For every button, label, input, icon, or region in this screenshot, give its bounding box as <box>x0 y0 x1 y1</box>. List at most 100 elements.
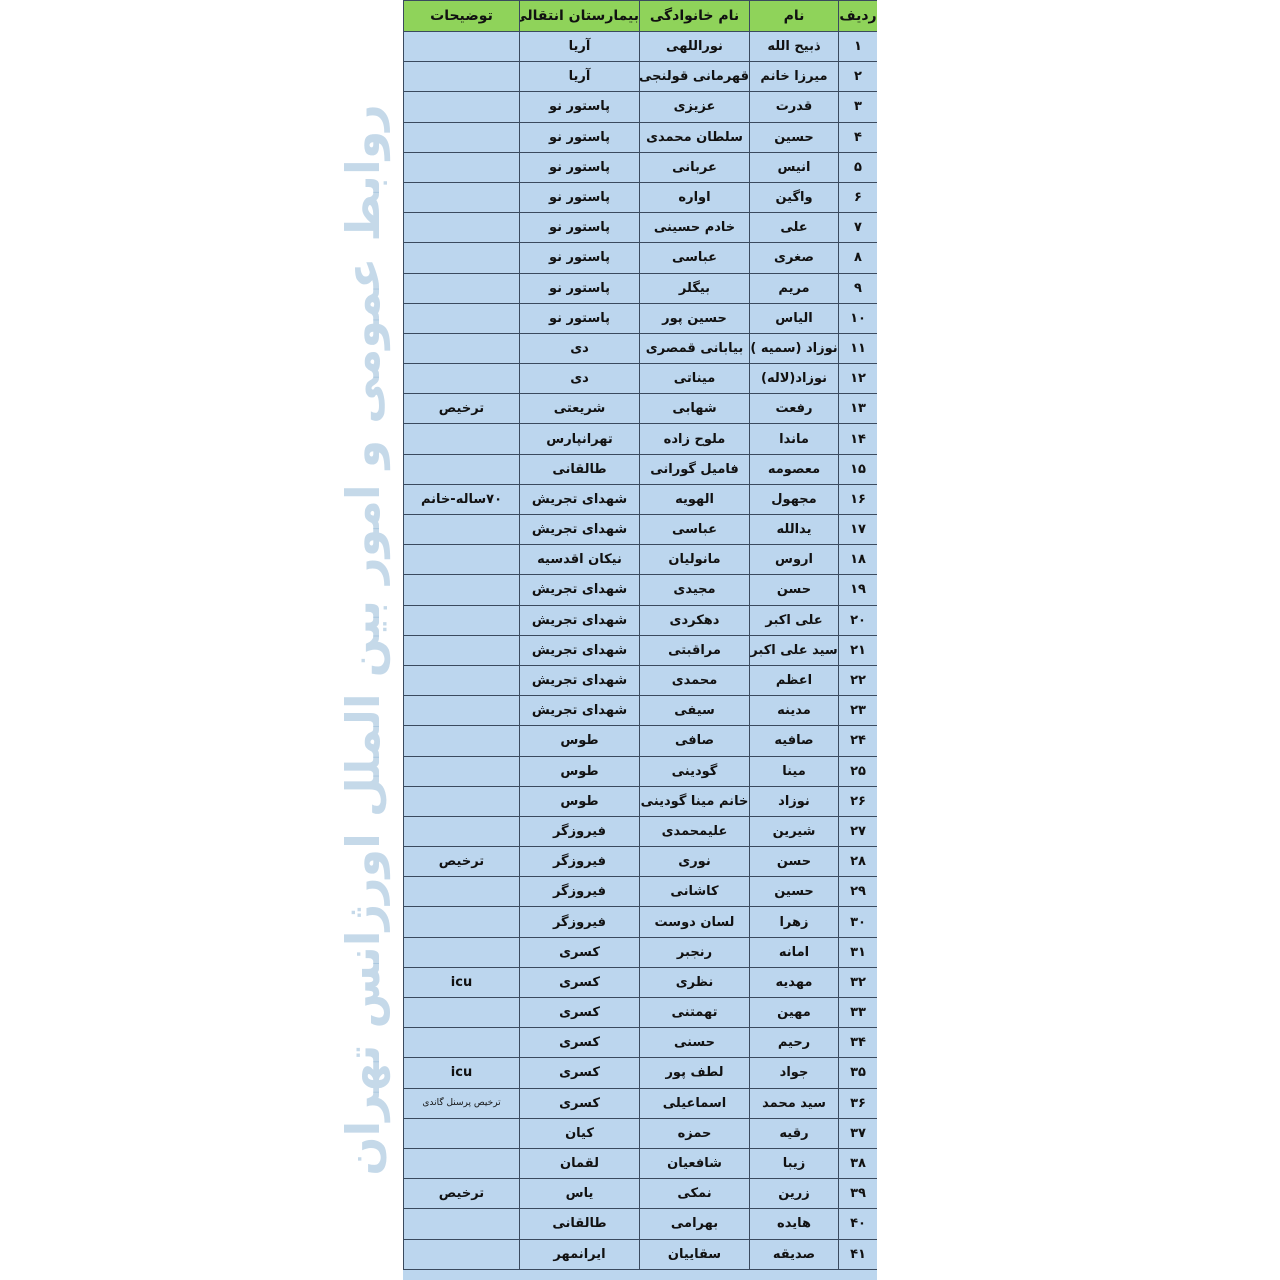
cell-notes <box>403 61 520 93</box>
cell-hospital: ایرانمهر <box>519 1238 640 1270</box>
cell-last-name: خادم حسینی <box>639 212 750 244</box>
cell-last-name: مجیدی <box>639 574 750 606</box>
cell-row-number: ۱۴ <box>838 423 877 455</box>
table-row: ۳۱ امانه رنجبر کسری <box>403 936 877 968</box>
cell-notes <box>403 574 520 606</box>
cell-hospital: طالقانی <box>519 1208 640 1240</box>
cell-notes <box>403 1208 520 1240</box>
cell-last-name: عباسی <box>639 513 750 546</box>
header-last-name: نام خانوادگی <box>639 0 750 32</box>
cell-first-name: علی اکبر <box>749 604 839 636</box>
cell-last-name: اواره <box>639 181 750 214</box>
cell-hospital: شریعتی <box>519 393 640 425</box>
cell-first-name: حسن <box>749 574 839 606</box>
cell-first-name: سید علی اکبر <box>749 634 839 666</box>
cell-row-number: ۲۰ <box>838 604 877 636</box>
cell-first-name: علی <box>749 212 839 244</box>
cell-notes <box>403 725 520 757</box>
watermark-text: روابط عمومی و امور بین الملل اورژانس تهر… <box>336 104 390 1176</box>
header-first-name: نام <box>749 0 839 32</box>
cell-first-name: رحیم <box>749 1027 839 1059</box>
cell-last-name: قهرمانی قولنجی <box>639 61 750 93</box>
cell-notes <box>403 513 520 546</box>
cell-row-number: ۳ <box>838 91 877 123</box>
cell-notes <box>403 604 520 636</box>
cell-hospital: شهدای تجریش <box>519 695 640 727</box>
patient-transfer-table-sheet: ردیف نام نام خانوادگی بیمارستان انتقالی … <box>403 0 877 1280</box>
cell-hospital: طوس <box>519 725 640 757</box>
cell-hospital: تهرانپارس <box>519 423 640 455</box>
cell-row-number: ۱۰ <box>838 302 877 334</box>
cell-notes: icu <box>403 1057 520 1089</box>
cell-last-name: سلطان محمدی <box>639 121 750 153</box>
cell-last-name: حسین پور <box>639 302 750 334</box>
cell-hospital: طالقانی <box>519 453 640 485</box>
table-row: ۱۶ مجهول الهویه شهدای تجریش ۷۰ساله-خانم <box>403 483 877 516</box>
patient-transfer-table: ردیف نام نام خانوادگی بیمارستان انتقالی … <box>403 0 877 1270</box>
cell-hospital: کسری <box>519 996 640 1029</box>
cell-last-name: نمکی <box>639 1178 750 1210</box>
cell-hospital: نیکان اقدسیه <box>519 544 640 576</box>
cell-first-name: مجهول <box>749 483 839 516</box>
cell-last-name: علیمحمدی <box>639 815 750 848</box>
header-row-number: ردیف <box>838 0 877 32</box>
cell-notes <box>403 996 520 1029</box>
cell-first-name: انیس <box>749 151 839 183</box>
cell-notes <box>403 212 520 244</box>
table-row: ۲ میرزا خانم قهرمانی قولنجی آریا <box>403 61 877 93</box>
table-row: ۳۹ زرین نمکی یاس ترخیص <box>403 1178 877 1210</box>
table-row: ۴ حسین سلطان محمدی پاستور نو <box>403 121 877 153</box>
table-row: ۱۳ رفعت شهابی شریعتی ترخیص <box>403 393 877 425</box>
cell-first-name: مهین <box>749 996 839 1029</box>
cell-last-name: عربانی <box>639 151 750 183</box>
cell-hospital: پاستور نو <box>519 151 640 183</box>
cell-hospital: طوس <box>519 755 640 787</box>
cell-hospital: پاستور نو <box>519 272 640 304</box>
cell-row-number: ۴۰ <box>838 1208 877 1240</box>
cell-hospital: پاستور نو <box>519 181 640 214</box>
cell-first-name: زهرا <box>749 906 839 938</box>
table-row: ۲۸ حسن نوری فیروزگر ترخیص <box>403 846 877 878</box>
header-notes: توضیحات <box>403 0 520 32</box>
cell-first-name: یدالله <box>749 513 839 546</box>
cell-last-name: نوراللهی <box>639 30 750 63</box>
cell-last-name: نظری <box>639 966 750 999</box>
table-row: ۳۷ رقیه حمزه کیان <box>403 1117 877 1149</box>
cell-first-name: معصومه <box>749 453 839 485</box>
cell-row-number: ۲ <box>838 61 877 93</box>
cell-notes: ترخیص <box>403 846 520 878</box>
cell-first-name: نوزاد <box>749 785 839 817</box>
cell-notes: ۷۰ساله-خانم <box>403 483 520 516</box>
table-row: ۱۰ الیاس حسین پور پاستور نو <box>403 302 877 334</box>
cell-hospital: فیروزگر <box>519 846 640 878</box>
cell-row-number: ۲۷ <box>838 815 877 848</box>
cell-hospital: دی <box>519 363 640 395</box>
cell-notes <box>403 634 520 666</box>
cell-row-number: ۳۴ <box>838 1027 877 1059</box>
cell-hospital: یاس <box>519 1178 640 1210</box>
cell-hospital: کسری <box>519 1057 640 1089</box>
table-row: ۲۲ اعظم محمدی شهدای تجریش <box>403 664 877 697</box>
cell-last-name: سیفی <box>639 695 750 727</box>
cell-notes: icu <box>403 966 520 999</box>
cell-notes <box>403 1027 520 1059</box>
cell-first-name: حسین <box>749 876 839 908</box>
table-row: ۸ صغری عباسی پاستور نو <box>403 242 877 274</box>
cell-notes <box>403 363 520 395</box>
cell-first-name: نوزاد(لاله) <box>749 363 839 395</box>
cell-first-name: مریم <box>749 272 839 304</box>
cell-first-name: صغری <box>749 242 839 274</box>
cell-first-name: الیاس <box>749 302 839 334</box>
cell-notes <box>403 332 520 365</box>
table-row: ۷ علی خادم حسینی پاستور نو <box>403 212 877 244</box>
cell-row-number: ۱۸ <box>838 544 877 576</box>
cell-last-name: حمزه <box>639 1117 750 1149</box>
cell-last-name: دهکردی <box>639 604 750 636</box>
cell-last-name: صافی <box>639 725 750 757</box>
cell-first-name: هایده <box>749 1208 839 1240</box>
table-row: ۱۵ معصومه فامیل گورانی طالقانی <box>403 453 877 485</box>
cell-last-name: عباسی <box>639 242 750 274</box>
table-row: ۶ واگین اواره پاستور نو <box>403 181 877 214</box>
cell-last-name: شهابی <box>639 393 750 425</box>
cell-hospital: فیروزگر <box>519 876 640 908</box>
